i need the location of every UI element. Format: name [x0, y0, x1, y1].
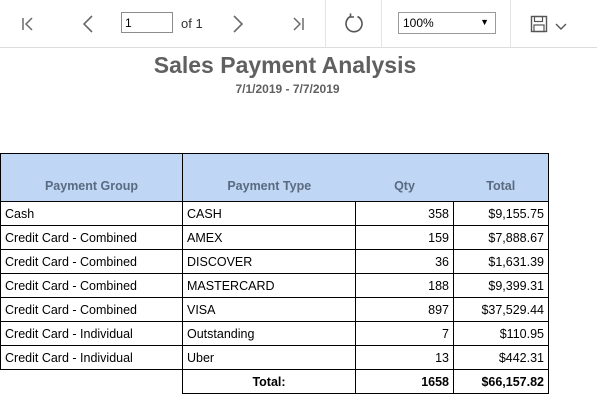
- report-toolbar: of 1 100% ▼: [0, 0, 597, 48]
- column-header-payment-type: Payment Type: [182, 153, 356, 202]
- previous-page-button[interactable]: [68, 0, 108, 47]
- next-page-button[interactable]: [218, 0, 258, 47]
- column-header-total: Total: [453, 153, 549, 202]
- table-row: Credit Card - Combined VISA 897 $37,529.…: [0, 297, 549, 322]
- toolbar-separator: [325, 0, 326, 47]
- qty-cell: 188: [355, 273, 454, 298]
- payment-group-cell: Credit Card - Combined: [0, 225, 183, 250]
- first-page-button[interactable]: [8, 0, 48, 47]
- payment-group-cell: Credit Card - Individual: [0, 345, 183, 370]
- payment-type-cell: Outstanding: [182, 321, 356, 346]
- zoom-value: 100%: [403, 16, 434, 30]
- table-row: Credit Card - Combined MASTERCARD 188 $9…: [0, 273, 549, 298]
- report-date-range: 7/1/2019 - 7/7/2019: [235, 82, 340, 96]
- total-qty: 1658: [355, 369, 454, 394]
- report-title: Sales Payment Analysis: [153, 52, 417, 78]
- payment-type-cell: MASTERCARD: [182, 273, 356, 298]
- total-cell: $442.31: [453, 345, 549, 370]
- table-row: Cash CASH 358 $9,155.75: [0, 201, 549, 226]
- table-row: Credit Card - Combined AMEX 159 $7,888.6…: [0, 225, 549, 250]
- page-count-label: of 1: [181, 16, 203, 31]
- last-page-button[interactable]: [278, 0, 318, 47]
- payment-group-cell: Credit Card - Combined: [0, 297, 183, 322]
- save-button[interactable]: [524, 0, 574, 47]
- last-page-icon: [293, 16, 304, 31]
- qty-cell: 13: [355, 345, 454, 370]
- payment-type-cell: Uber: [182, 345, 356, 370]
- qty-cell: 36: [355, 249, 454, 274]
- payment-table: Payment Group Payment Type Qty Total Cas…: [0, 153, 549, 394]
- total-cell: $9,155.75: [453, 201, 549, 226]
- payment-group-cell: Credit Card - Combined: [0, 273, 183, 298]
- column-header-payment-group: Payment Group: [0, 153, 183, 202]
- total-cell: $9,399.31: [453, 273, 549, 298]
- payment-type-cell: VISA: [182, 297, 356, 322]
- toolbar-separator: [381, 0, 382, 47]
- qty-cell: 159: [355, 225, 454, 250]
- column-header-qty: Qty: [355, 153, 454, 202]
- table-header-row: Payment Group Payment Type Qty Total: [0, 153, 549, 202]
- total-cell: $1,631.39: [453, 249, 549, 274]
- chevron-left-icon: [82, 14, 93, 33]
- total-label: Total:: [182, 369, 356, 394]
- zoom-select[interactable]: 100% ▼: [398, 12, 496, 34]
- total-cell: $7,888.67: [453, 225, 549, 250]
- page-number-input[interactable]: [121, 12, 173, 33]
- table-row: Credit Card - Individual Uber 13 $442.31: [0, 345, 549, 370]
- payment-type-cell: DISCOVER: [182, 249, 356, 274]
- payment-group-cell: Cash: [0, 201, 183, 226]
- qty-cell: 897: [355, 297, 454, 322]
- first-page-icon: [22, 16, 33, 31]
- total-blank-cell: [1, 370, 183, 394]
- chevron-down-icon: [555, 23, 567, 30]
- save-icon: [530, 15, 548, 32]
- payment-type-cell: AMEX: [182, 225, 356, 250]
- payment-type-cell: CASH: [182, 201, 356, 226]
- table-row: Credit Card - Individual Outstanding 7 $…: [0, 321, 549, 346]
- qty-cell: 358: [355, 201, 454, 226]
- dropdown-arrow-icon: ▼: [480, 17, 489, 27]
- payment-group-cell: Credit Card - Individual: [0, 321, 183, 346]
- qty-cell: 7: [355, 321, 454, 346]
- total-cell: $110.95: [453, 321, 549, 346]
- toolbar-separator: [510, 0, 511, 47]
- total-amount: $66,157.82: [453, 369, 549, 394]
- refresh-icon: [345, 13, 363, 32]
- table-row: Credit Card - Combined DISCOVER 36 $1,63…: [0, 249, 549, 274]
- payment-group-cell: Credit Card - Combined: [0, 249, 183, 274]
- total-row: Total: 1658 $66,157.82: [1, 369, 549, 394]
- chevron-right-icon: [233, 14, 244, 33]
- refresh-button[interactable]: [334, 0, 374, 47]
- total-cell: $37,529.44: [453, 297, 549, 322]
